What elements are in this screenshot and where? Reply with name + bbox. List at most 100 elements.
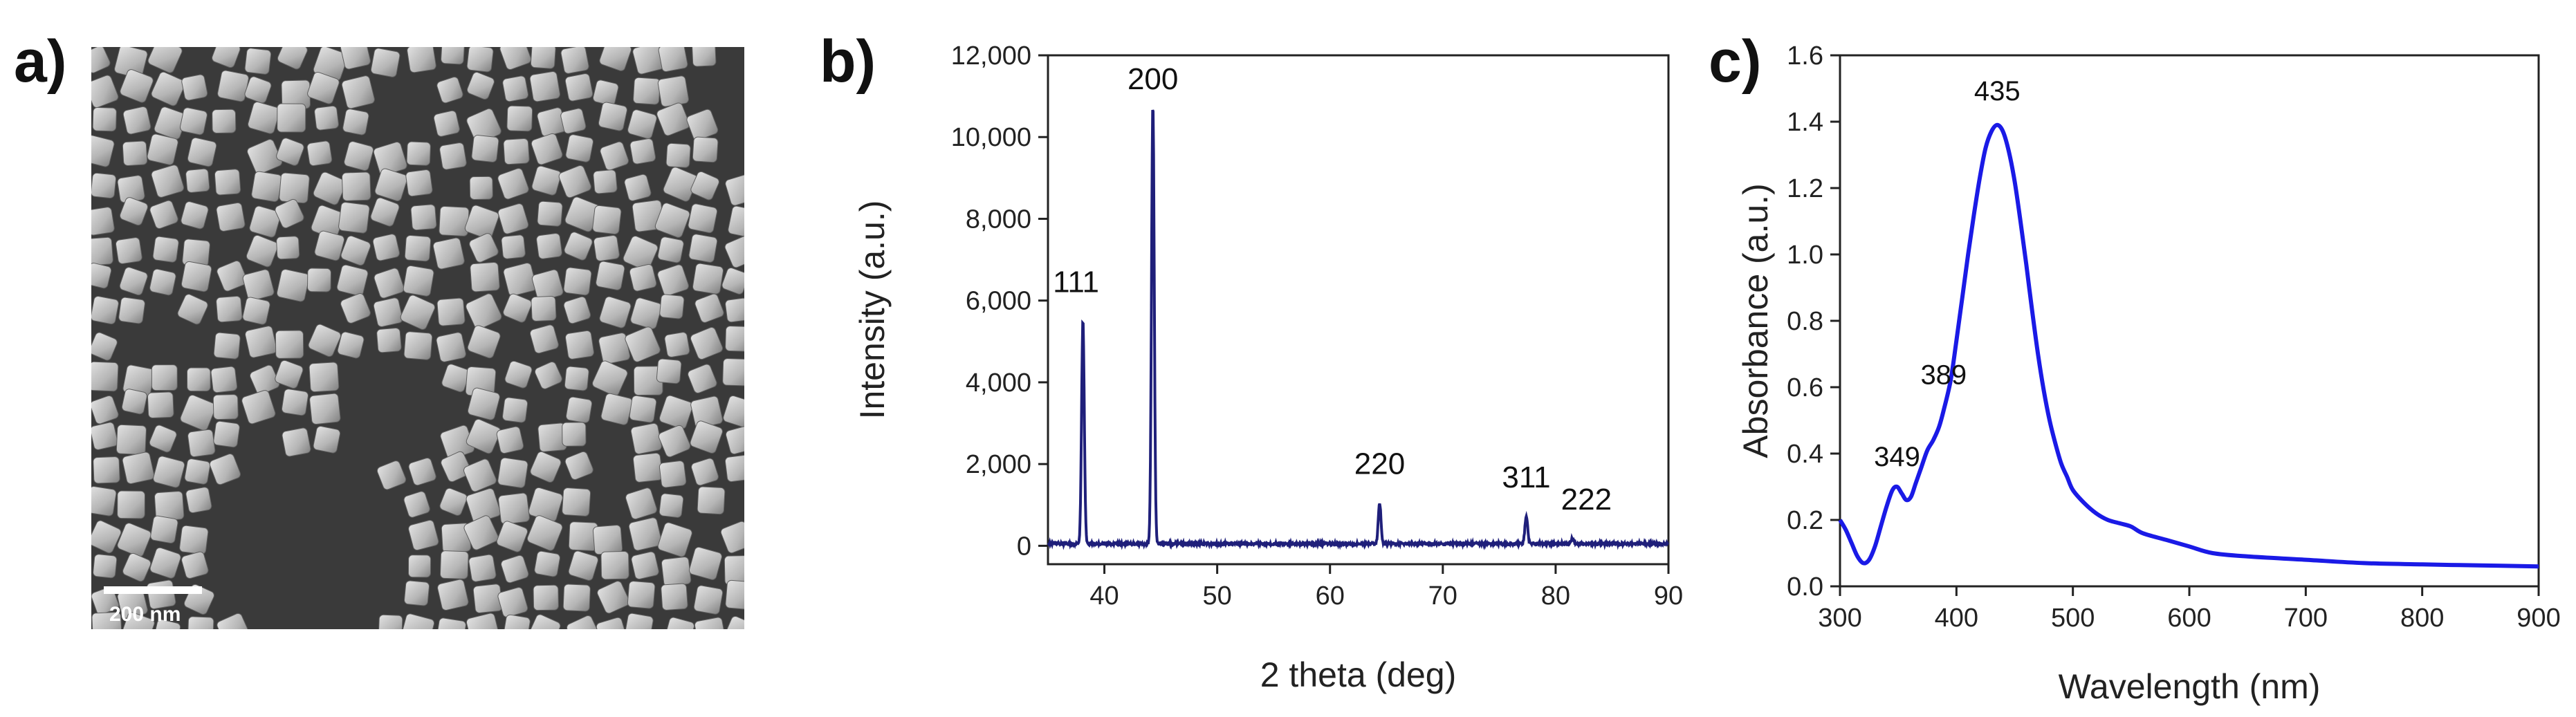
nanocube [337, 331, 365, 359]
nanocube [313, 171, 347, 205]
nanocube [150, 515, 178, 544]
nanocube [691, 458, 719, 486]
nanocube [276, 138, 304, 166]
nanocube [463, 458, 497, 492]
nanocube [213, 420, 240, 448]
nanocube [119, 197, 149, 226]
nanocube [217, 70, 249, 102]
nanocube [436, 617, 466, 629]
nanocube [469, 233, 499, 263]
nanocube [403, 331, 433, 360]
nanocube [179, 107, 208, 136]
nanocube [309, 362, 340, 393]
nanocube [537, 201, 563, 227]
nanocube [374, 268, 405, 299]
nanocube [600, 141, 629, 171]
nanocube [563, 296, 591, 324]
nanocube [504, 360, 533, 389]
absorbance-peak-label: 435 [1974, 76, 2021, 106]
nanocube [151, 364, 178, 391]
absorbance-x-tick-label: 700 [2284, 604, 2328, 633]
nanocube [725, 174, 744, 206]
nanocube [314, 230, 345, 261]
nanocube [91, 586, 120, 615]
nanocube [503, 614, 531, 629]
nanocube [93, 456, 120, 484]
nanocube [567, 615, 600, 629]
absorbance-axes: 300 400 500 600 700 800 900 0.0 0.2 0.4 0.6 0.8 1.0 1… [1787, 41, 2561, 633]
nanocube [403, 265, 434, 297]
nanocube [496, 521, 528, 552]
absorbance-y-tick-label: 1.0 [1787, 241, 1823, 270]
nanocube [407, 555, 432, 578]
nanocube [115, 237, 142, 264]
nanocube [439, 487, 468, 516]
nanocube [181, 551, 209, 579]
nanocube [181, 261, 212, 292]
nanocube [627, 581, 656, 609]
nanocube [121, 389, 147, 415]
nanocube [306, 140, 333, 167]
nanocube [560, 47, 589, 74]
nanocube [592, 205, 622, 234]
nanocube [629, 138, 656, 165]
nanocube [244, 76, 272, 104]
nanocube [468, 554, 497, 582]
nanocube [340, 235, 371, 266]
nanocube [657, 522, 692, 557]
nanocube-field [91, 47, 744, 629]
nanocube [659, 493, 684, 518]
nanocube [592, 525, 623, 555]
nanocube [506, 105, 533, 132]
nanocube [724, 454, 744, 483]
absorbance-y-tick-label: 0.4 [1787, 440, 1823, 469]
nanocube [598, 102, 627, 131]
nanocube [529, 71, 560, 102]
absorbance-y-tick-label: 1.4 [1787, 108, 1823, 137]
xrd-peak-label: 200 [1128, 62, 1178, 96]
xrd-chart: 40 50 60 70 80 90 0 2,000 4,000 6,000 8,000 10,000 1… [853, 41, 1683, 694]
nanocube [600, 393, 633, 425]
nanocube [596, 261, 625, 290]
nanocube [91, 395, 119, 425]
nanocube [592, 360, 628, 396]
nanocube [725, 579, 744, 611]
nanocube [241, 390, 276, 425]
nanocube [181, 74, 208, 101]
nanocube [314, 105, 339, 131]
nanocube [724, 235, 744, 268]
nanocube [370, 48, 401, 77]
nanocube [463, 515, 499, 550]
nanocube [723, 395, 744, 428]
nanocube [657, 75, 689, 107]
nanocube [563, 267, 592, 296]
nanocube [471, 135, 499, 162]
nanocube [467, 387, 500, 420]
nanocube [565, 330, 594, 360]
nanocube [378, 614, 403, 629]
nanocube [562, 422, 587, 447]
nanocube [177, 294, 208, 325]
nanocube [437, 579, 469, 611]
nanocube [688, 364, 717, 393]
nanocube [534, 361, 562, 389]
nanocube [307, 71, 340, 104]
nanocube [210, 366, 238, 393]
nanocube [187, 429, 216, 458]
nanocube [564, 451, 594, 480]
nanocube [244, 48, 272, 75]
nanocube [725, 297, 744, 323]
nanocube [250, 364, 280, 395]
nanocube [372, 234, 400, 261]
nanocube [661, 583, 688, 611]
xrd-x-tick-label: 70 [1428, 581, 1457, 611]
nanocube [373, 297, 403, 328]
nanocube [91, 611, 122, 629]
nanocube [690, 171, 719, 201]
nanocube [629, 263, 657, 292]
nanocube [497, 168, 529, 200]
nanocube [501, 234, 526, 259]
nanocube [153, 456, 185, 488]
nanocube [625, 326, 661, 362]
xrd-peak-labels: 111 200 220 311 222 [1053, 62, 1612, 516]
